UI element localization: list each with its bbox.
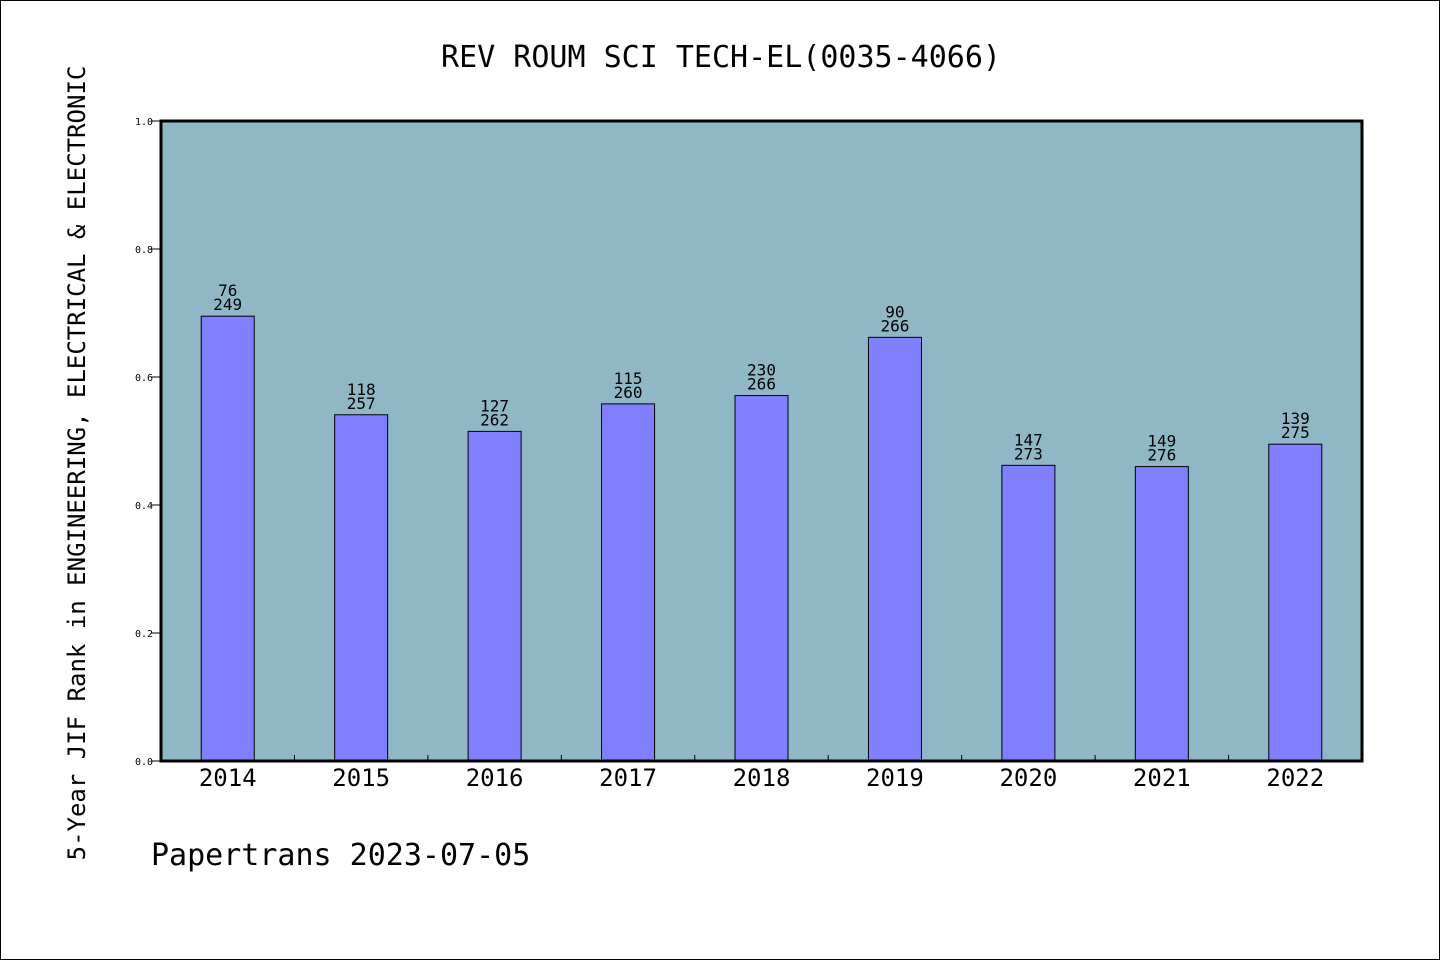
bar [1134,466,1189,762]
y-axis-ticks: 0.0 0.2 0.4 0.6 0.8 1.0 [135,117,161,768]
bar [1268,443,1323,762]
bar-rank-label: 139 [1281,409,1310,428]
bar [467,430,522,762]
bar-rank-label: 115 [614,369,643,388]
bar [734,395,789,762]
bar-total-label: 275 [1281,423,1310,442]
x-tick-label: 2017 [599,764,657,792]
y-tick-label: 0.4 [135,501,153,512]
y-tick-label: 0.0 [135,757,153,768]
x-tick-label: 2019 [866,764,924,792]
bar-rank-label: 76 [218,281,237,300]
bar-total-label: 276 [1147,446,1176,465]
x-tick-label: 2018 [733,764,791,792]
x-tick-label: 2014 [199,764,257,792]
y-tick-label: 0.6 [135,373,153,384]
bar-rank-label: 230 [747,361,776,380]
x-tick-label: 2021 [1133,764,1191,792]
y-tick-label: 0.8 [135,245,153,256]
bar-rank-label: 127 [480,396,509,415]
chart-title: REV ROUM SCI TECH-EL(0035-4066) [441,40,1001,75]
y-tick-label: 0.2 [135,629,153,640]
bar-total-label: 266 [747,375,776,394]
bar-rank-label: 118 [347,380,376,399]
x-tick-label: 2015 [332,764,390,792]
y-tick-label: 1.0 [135,117,153,128]
bar-rank-label: 147 [1014,430,1043,449]
bar-total-label: 273 [1014,444,1043,463]
bar [867,336,922,762]
x-tick-label: 2016 [466,764,524,792]
bar-total-label: 249 [213,295,242,314]
bar-rank-label: 149 [1147,432,1176,451]
y-axis-label: 5-Year JIF Rank in ENGINEERING, ELECTRIC… [63,66,91,861]
footer-credit: Papertrans 2023-07-05 [151,838,530,873]
bar [200,315,255,762]
x-tick-label: 2020 [999,764,1057,792]
bar [334,414,389,762]
bar-total-label: 266 [880,316,909,335]
bar-total-label: 262 [480,410,509,429]
bar [601,403,656,762]
bar [1001,464,1056,762]
bar-rank-label: 90 [885,302,904,321]
plot-border [159,119,1364,763]
x-axis-ticks: 2014 2015 2016 2017 2018 2019 2020 2021 2022 [199,755,1324,792]
x-tick-label: 2022 [1266,764,1324,792]
bar-total-label: 257 [347,394,376,413]
bar-total-label: 260 [614,383,643,402]
